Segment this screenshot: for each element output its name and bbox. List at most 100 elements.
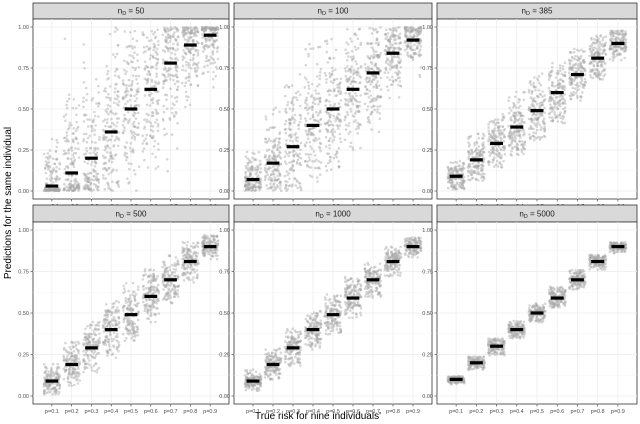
data-point bbox=[51, 188, 54, 191]
data-point bbox=[303, 123, 307, 126]
data-point bbox=[95, 151, 99, 155]
data-point bbox=[345, 41, 349, 44]
data-point bbox=[111, 324, 115, 328]
data-point bbox=[205, 54, 208, 58]
data-point bbox=[337, 127, 340, 130]
data-point bbox=[192, 26, 196, 30]
data-point bbox=[592, 64, 596, 68]
data-point bbox=[273, 145, 277, 148]
data-point bbox=[271, 126, 274, 129]
data-point bbox=[57, 392, 60, 396]
data-point bbox=[94, 353, 98, 357]
data-point bbox=[406, 45, 410, 48]
data-point bbox=[292, 121, 296, 125]
data-point bbox=[561, 67, 565, 71]
data-point bbox=[84, 113, 88, 117]
data-point bbox=[173, 31, 176, 34]
data-point bbox=[157, 142, 160, 146]
data-point bbox=[93, 133, 96, 136]
data-point bbox=[78, 379, 81, 382]
data-point bbox=[69, 157, 73, 161]
data-point bbox=[568, 51, 572, 54]
data-point bbox=[189, 67, 193, 70]
data-point bbox=[328, 143, 331, 147]
data-point bbox=[245, 188, 248, 191]
data-point bbox=[184, 52, 188, 56]
data-point bbox=[183, 51, 187, 55]
data-point bbox=[161, 58, 165, 61]
data-point bbox=[52, 382, 55, 385]
data-point bbox=[157, 81, 161, 84]
data-point bbox=[164, 35, 168, 39]
data-point bbox=[92, 118, 96, 121]
data-point bbox=[391, 43, 394, 47]
data-point bbox=[185, 38, 189, 42]
data-point bbox=[328, 88, 331, 92]
data-point bbox=[532, 127, 535, 131]
data-point bbox=[190, 29, 193, 33]
data-point bbox=[94, 340, 97, 344]
data-point bbox=[108, 146, 111, 150]
data-point bbox=[83, 160, 86, 164]
data-point bbox=[290, 84, 294, 87]
data-point bbox=[294, 138, 298, 142]
data-point bbox=[273, 126, 277, 129]
data-point bbox=[154, 50, 158, 53]
data-point bbox=[412, 33, 416, 37]
data-point bbox=[327, 139, 331, 142]
data-point bbox=[287, 85, 291, 89]
data-point bbox=[318, 145, 321, 149]
data-point bbox=[112, 157, 115, 160]
data-point bbox=[172, 78, 175, 82]
data-point bbox=[604, 53, 608, 56]
data-point bbox=[510, 150, 513, 153]
data-point bbox=[56, 187, 60, 191]
data-point bbox=[74, 137, 78, 141]
data-point bbox=[572, 50, 576, 54]
data-point bbox=[296, 90, 300, 93]
data-point bbox=[187, 36, 190, 39]
data-point bbox=[385, 59, 388, 63]
data-point bbox=[211, 27, 215, 30]
data-point bbox=[386, 76, 389, 79]
data-point bbox=[195, 30, 198, 34]
data-point bbox=[278, 174, 282, 177]
data-point bbox=[254, 186, 258, 189]
data-point bbox=[269, 126, 272, 129]
data-point bbox=[351, 148, 355, 151]
data-point bbox=[254, 185, 257, 188]
data-point bbox=[290, 101, 293, 104]
data-point bbox=[77, 184, 81, 188]
data-point bbox=[482, 141, 485, 144]
data-point bbox=[154, 155, 157, 159]
data-point bbox=[550, 70, 553, 74]
data-point bbox=[346, 55, 350, 58]
data-point bbox=[370, 32, 374, 35]
data-point bbox=[87, 337, 90, 341]
data-point bbox=[257, 185, 261, 188]
data-point bbox=[67, 97, 71, 100]
data-point bbox=[151, 124, 155, 128]
data-point bbox=[332, 123, 335, 127]
data-point bbox=[392, 80, 395, 83]
data-point bbox=[244, 184, 248, 187]
data-point bbox=[49, 169, 52, 173]
y-tick-label: 0.25 bbox=[422, 148, 433, 154]
data-point bbox=[47, 157, 50, 161]
data-point bbox=[563, 111, 566, 115]
data-point bbox=[50, 189, 54, 192]
data-point bbox=[204, 27, 207, 31]
data-point bbox=[513, 115, 516, 118]
data-point bbox=[200, 42, 204, 45]
data-point bbox=[213, 39, 216, 42]
data-point bbox=[89, 326, 92, 330]
data-point bbox=[472, 165, 475, 168]
data-point bbox=[209, 55, 213, 59]
data-point bbox=[324, 164, 328, 168]
data-point bbox=[211, 43, 214, 46]
data-point bbox=[74, 147, 77, 150]
data-point bbox=[107, 92, 110, 96]
data-point bbox=[286, 101, 290, 104]
data-point bbox=[131, 293, 135, 297]
data-point bbox=[397, 36, 400, 40]
